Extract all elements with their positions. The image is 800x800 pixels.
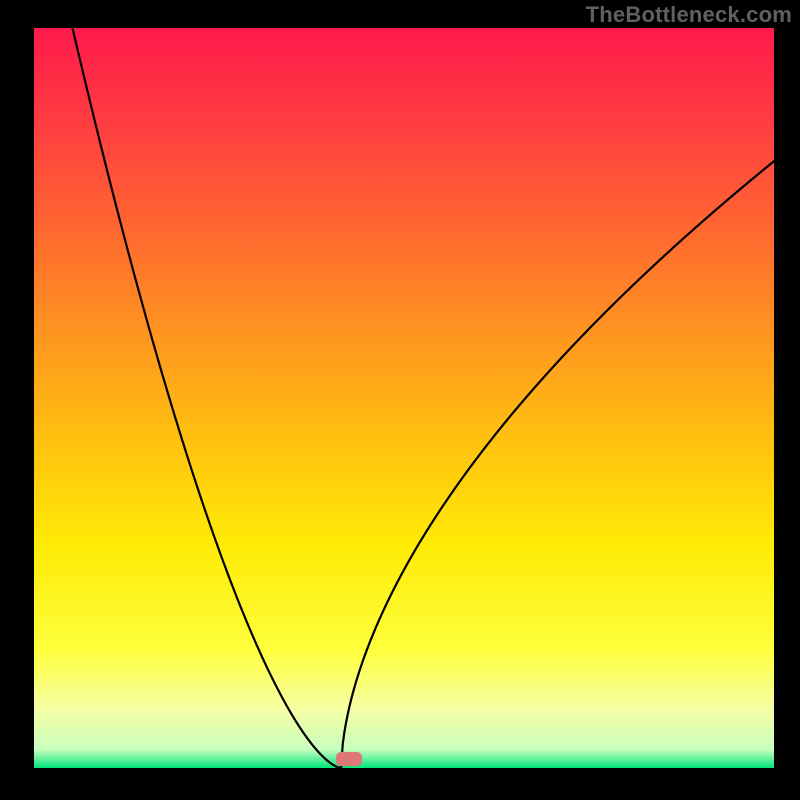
minimum-marker: [336, 752, 362, 766]
plot-area: [34, 28, 774, 768]
chart-frame: TheBottleneck.com: [0, 0, 800, 800]
watermark-text: TheBottleneck.com: [586, 2, 792, 28]
